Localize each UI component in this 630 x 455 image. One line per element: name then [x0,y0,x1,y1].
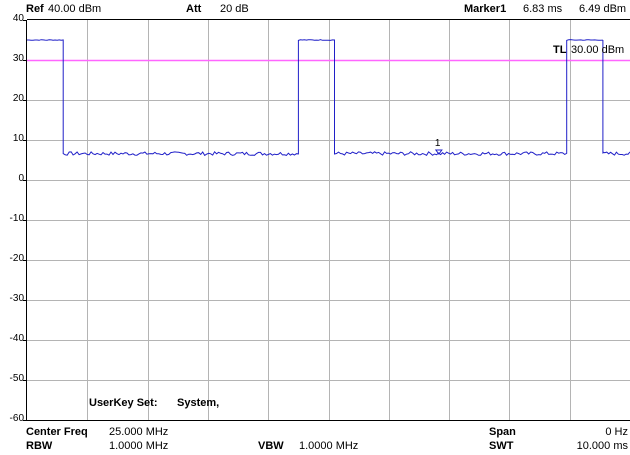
ref-label: Ref [26,3,44,15]
center-freq-label: Center Freq [26,426,88,438]
marker-label: Marker1 [464,3,507,15]
marker-symbol [434,149,443,155]
vbw-value: 1.0000 MHz [299,440,359,452]
rbw-label: RBW [26,440,53,452]
rbw-value: 1.0000 MHz [109,440,169,452]
span-label: Span [489,426,516,438]
y-tick-label: 20 [12,93,24,104]
span-value: 0 Hz [605,426,628,438]
swt-label: SWT [489,440,514,452]
marker-1 [434,149,443,155]
ref-value: 40.00 dBm [48,3,102,15]
y-tick-label: 0 [18,173,24,184]
grid [23,19,630,421]
marker-time: 6.83 ms [523,3,563,15]
att-value: 20 dB [220,3,249,15]
y-tick-label: 40 [12,13,24,24]
marker-number: 1 [434,138,441,150]
y-tick-label: -30 [9,293,24,304]
tl-value: 30.00 dBm [571,44,625,56]
y-tick-label: -60 [9,413,24,424]
marker-level: 6.49 dBm [579,3,627,15]
y-tick-label: -20 [9,253,24,264]
y-tick-label: 10 [12,133,24,144]
vbw-label: VBW [258,440,284,452]
userkey-value: System, [177,397,220,409]
y-tick-label: -50 [9,373,24,384]
y-tick-label: -40 [9,333,24,344]
tl-label: TL [553,44,567,56]
y-tick-label: -10 [9,213,24,224]
center-freq-value: 25.000 MHz [109,426,169,438]
userkey-label: UserKey Set: [89,397,158,409]
y-tick-label: 30 [12,53,24,64]
trace-line [27,39,630,157]
swt-value: 10.000 ms [576,440,628,452]
att-label: Att [186,3,202,15]
